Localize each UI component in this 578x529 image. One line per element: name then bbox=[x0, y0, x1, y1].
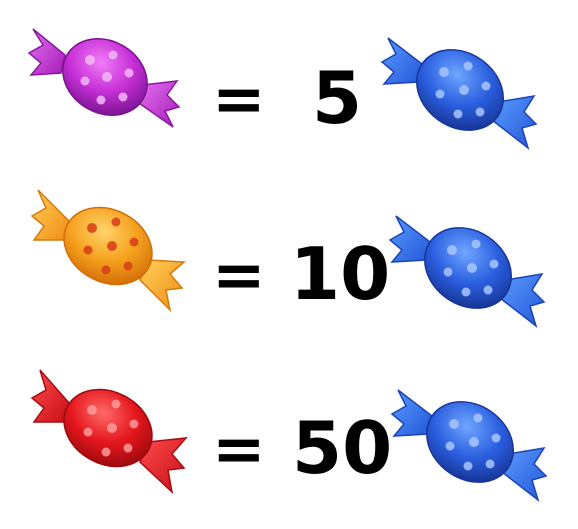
candy-value: 50 bbox=[292, 406, 393, 490]
candy-value: 10 bbox=[290, 232, 391, 316]
equation-row-3: = 50 bbox=[0, 360, 578, 520]
equation-row-1: = 5 bbox=[0, 10, 578, 170]
purple-candy-icon bbox=[27, 28, 181, 128]
blue-candy-icon bbox=[390, 389, 548, 503]
equation-row-2: = 10 bbox=[0, 178, 578, 338]
blue-candy-icon bbox=[380, 37, 538, 151]
equals-sign: = bbox=[212, 413, 266, 487]
candy-value: 5 bbox=[312, 56, 363, 140]
orange-candy-icon bbox=[30, 189, 186, 313]
red-candy-icon bbox=[30, 369, 188, 495]
blue-candy-icon bbox=[388, 215, 546, 329]
equals-sign: = bbox=[212, 63, 266, 137]
equals-sign: = bbox=[212, 239, 266, 313]
